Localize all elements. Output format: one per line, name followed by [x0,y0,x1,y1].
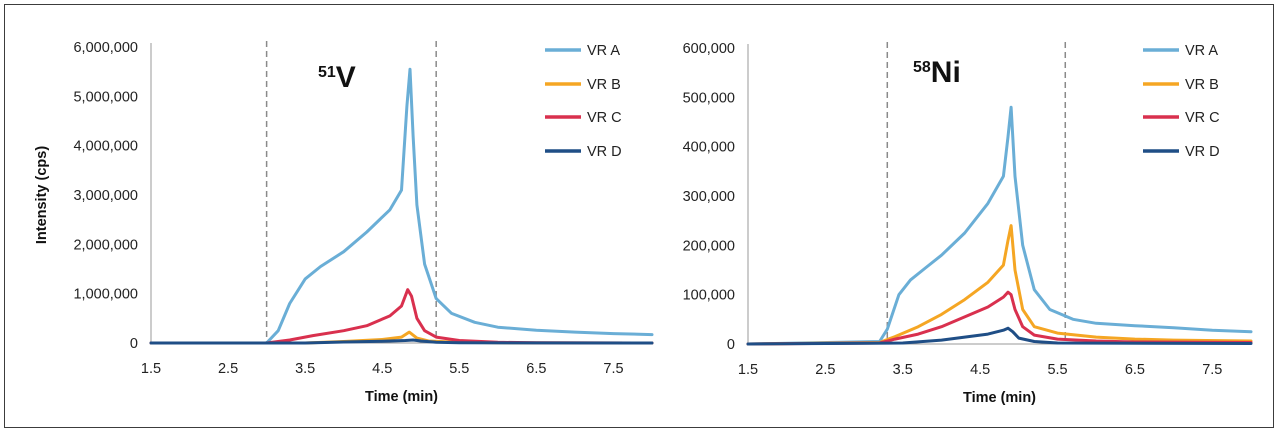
legend-label: VR B [587,77,621,93]
x-tick-label: 4.5 [970,362,990,378]
x-axis-title: Time (min) [963,390,1036,406]
y-tick-label: 3,000,000 [73,188,138,204]
y-tick-label: 4,000,000 [73,139,138,155]
chart-element-label: 51V [318,61,356,94]
y-axis-title: Intensity (cps) [34,146,50,244]
series-line-vr-b [746,224,1253,346]
chart-element-label: 58Ni [913,56,961,89]
legend-label: VR A [1185,43,1218,59]
legend-label: VR C [1185,110,1220,126]
x-tick-label: 4.5 [372,361,392,377]
x-tick-label: 3.5 [295,361,315,377]
x-tick-label: 7.5 [603,361,623,377]
x-tick-label: 1.5 [141,361,161,377]
chart-label-symbol: Ni [931,56,961,89]
chart-label-mass-number: 58 [913,59,931,76]
y-tick-label: 200,000 [683,238,735,254]
y-tick-label: 0 [727,337,735,353]
legend-label: VR B [1185,77,1219,93]
legend-label: VR D [1185,144,1220,160]
series-line-vr-c [746,290,1253,346]
series-line-vr-a [746,105,1253,346]
y-tick-label: 600,000 [683,41,735,57]
figure-frame [4,4,1274,428]
legend-label: VR D [587,144,622,160]
legend-label: VR C [587,110,622,126]
y-tick-label: 400,000 [683,140,735,156]
x-tick-label: 3.5 [893,362,913,378]
y-tick-label: 1,000,000 [73,287,138,303]
legend-label: VR A [587,43,620,59]
series-line-vr-c [149,288,654,345]
y-tick-label: 500,000 [683,90,735,106]
x-tick-label: 2.5 [815,362,835,378]
x-tick-label: 5.5 [449,361,469,377]
x-axis-title: Time (min) [365,389,438,405]
x-tick-label: 5.5 [1047,362,1067,378]
chart-1: 0 1,000,000 2,000,000 3,000,000 4,000,000 5,0… [34,40,654,405]
chart-label-mass-number: 51 [318,64,336,81]
y-tick-label: 300,000 [683,189,735,205]
x-tick-label: 7.5 [1202,362,1222,378]
chart-label-symbol: V [336,61,356,94]
series-line-vr-d [746,326,1253,346]
x-tick-label: 6.5 [526,361,546,377]
series-line-vr-a [149,67,654,345]
y-tick-label: 5,000,000 [73,89,138,105]
x-tick-label: 6.5 [1125,362,1145,378]
x-tick-label: 2.5 [218,361,238,377]
y-tick-label: 2,000,000 [73,237,138,253]
y-tick-label: 6,000,000 [73,40,138,56]
x-tick-label: 1.5 [738,362,758,378]
y-tick-label: 0 [130,336,138,352]
y-tick-label: 100,000 [683,288,735,304]
series-line-vr-d [149,338,654,345]
chart-2: 0 100,000 200,000 300,000 400,000 500,000 600,… [683,41,1253,406]
